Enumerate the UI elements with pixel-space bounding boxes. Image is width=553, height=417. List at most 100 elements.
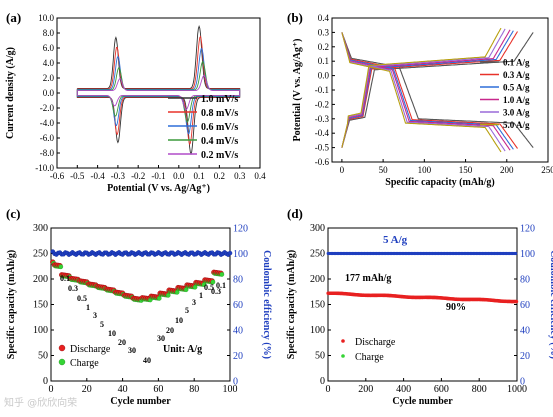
x-tick-label: 400 (396, 384, 411, 395)
y-tick-label: 150 (310, 300, 325, 311)
y-tick-label: 50 (38, 351, 48, 362)
y2-tick-label: 0 (233, 377, 238, 388)
rate-label: 0.5 (77, 294, 87, 303)
legend-label: Discharge (70, 344, 111, 355)
legend-label: 0.6 mV/s (201, 122, 238, 133)
legend-marker (341, 354, 345, 358)
y-tick-label: 300 (33, 223, 48, 234)
x-axis-label: Cycle number (110, 396, 171, 407)
charge-point (58, 264, 64, 270)
y-tick-label: 200 (33, 274, 48, 285)
y-tick-label: 0 (320, 376, 325, 387)
legend-label: 1.0 mV/s (201, 94, 238, 105)
y-tick-label: 50 (315, 351, 325, 362)
y2-tick-label: 100 (233, 249, 248, 260)
cv-curve (76, 61, 241, 123)
y2-tick-label: 120 (520, 224, 535, 235)
y-axis-label: Specific capacity (mAh/g) (286, 250, 297, 359)
rate-label: 5 (185, 306, 189, 315)
charge-point (219, 272, 225, 277)
panel-label: (c) (6, 206, 20, 221)
charge-point (165, 292, 171, 298)
x-axis-label: Potential (V vs. Ag/Ag⁺) (107, 183, 210, 194)
x-tick-label: 0.0 (173, 171, 185, 181)
charge-point (210, 279, 216, 285)
x-tick-label: 40 (118, 384, 128, 395)
y-tick-label: -0.5 (315, 143, 330, 153)
rate-label: 10 (175, 316, 183, 325)
y-tick-label: -10.0 (35, 163, 54, 173)
y-tick-label: -0.6 (315, 157, 330, 167)
y-tick-label: 6.0 (43, 43, 55, 53)
capacity-label: 177 mAh/g (345, 273, 391, 284)
legend-label: 0.5 A/g (503, 83, 530, 93)
x-tick-label: 0.2 (214, 171, 225, 181)
y-tick-label: 0.0 (43, 88, 55, 98)
rate-label: 10 (108, 329, 116, 338)
charge-curve (341, 29, 511, 148)
legend-label: 1.0 A/g (503, 95, 530, 105)
y-tick-label: 100 (33, 325, 48, 336)
y-tick-label: 0.3 (318, 27, 330, 37)
x-tick-label: 0 (49, 384, 54, 395)
panel-label: (d) (287, 206, 303, 221)
y-tick-label: 0.4 (318, 13, 330, 23)
ce-point (514, 251, 518, 256)
y2-tick-label: 40 (520, 326, 530, 337)
y-axis-label: Current density (A/g) (5, 47, 16, 139)
y-tick-label: -0.2 (315, 99, 329, 109)
y-tick-label: 4.0 (43, 58, 55, 68)
y2-tick-label: 20 (520, 351, 530, 362)
y-tick-label: 300 (310, 223, 325, 234)
y-tick-label: 8.0 (43, 28, 55, 38)
y2-tick-label: 60 (520, 300, 530, 311)
y-tick-label: 250 (33, 249, 48, 260)
rate-label: 0.3 (68, 284, 78, 293)
cv-curve (76, 35, 241, 146)
y2-tick-label: 20 (233, 351, 243, 362)
legend-label: 3.0 A/g (503, 108, 530, 118)
retention-label: 90% (446, 302, 466, 313)
x-tick-label: 250 (541, 165, 553, 175)
x-tick-label: 0.1 (193, 171, 204, 181)
rate-label: 30 (128, 346, 136, 355)
x-tick-label: 80 (189, 384, 199, 395)
panel-a: (a) -0.6 -0.5 -0.4 -0.3 -0.2 -0.1 0.0 0.1 0.2 0.3 0… (5, 10, 266, 194)
y-tick-label: 0.0 (318, 71, 330, 81)
y2-tick-label: 40 (233, 326, 243, 337)
legend-label: 5.0 A/g (503, 120, 530, 130)
watermark: 知乎 @欣欣向荣 (4, 398, 78, 409)
x-tick-label: 60 (153, 384, 163, 395)
x-tick-label: 50 (379, 165, 389, 175)
rate-label: 20 (118, 338, 126, 347)
x-tick-label: -0.2 (131, 171, 145, 181)
y-tick-label: 2.0 (43, 73, 55, 83)
y-tick-label: -6.0 (40, 133, 55, 143)
charge-point (156, 296, 162, 301)
y-axis-label: Potential (V vs. Ag/Ag⁺) (292, 39, 303, 142)
y-tick-label: -0.3 (315, 114, 330, 124)
y-tick-label: -2.0 (40, 103, 55, 113)
charge-curve (341, 32, 534, 148)
x-tick-label: -0.3 (111, 171, 126, 181)
x-tick-label: 0 (340, 165, 345, 175)
legend-label: Discharge (355, 337, 396, 348)
rate-label: 20 (166, 326, 174, 335)
legend-label: 0.2 mV/s (201, 150, 238, 161)
rate-label: 5 (100, 320, 104, 329)
rate-label: 1 (199, 291, 203, 300)
rate-label: 0.5 (204, 283, 214, 292)
x-tick-label: 800 (472, 384, 487, 395)
legend-marker (341, 339, 345, 343)
legend-label: 0.1 A/g (503, 58, 530, 68)
rate-label: 0.1 (216, 281, 226, 290)
legend-label: Charge (355, 352, 384, 363)
legend-label: 0.3 A/g (503, 70, 530, 80)
x-axis-label: Specific capacity (mAh/g) (385, 177, 494, 188)
y-tick-label: 10.0 (38, 13, 54, 23)
cv-curve (76, 47, 241, 135)
legend-label: Charge (70, 358, 99, 369)
y-tick-label: 250 (310, 249, 325, 260)
